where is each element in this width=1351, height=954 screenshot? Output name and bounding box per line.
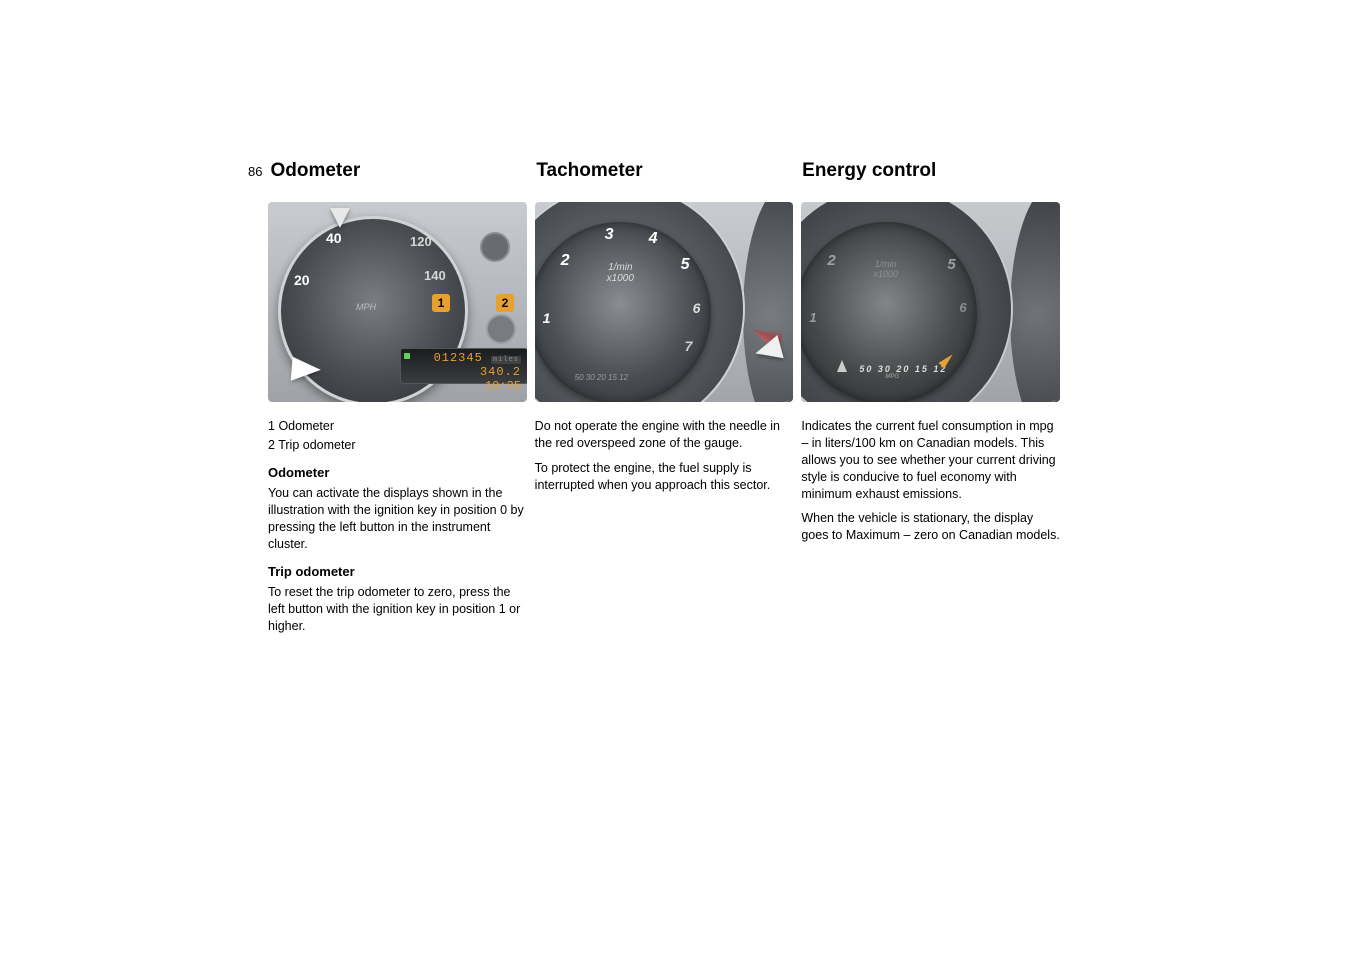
tach-4: 4 xyxy=(649,230,658,248)
page-content: 86 Odometer Tachometer Energy control 20… xyxy=(248,160,1068,643)
energy-text: Indicates the current fuel consumption i… xyxy=(801,418,1060,643)
economy-scale: 50 30 20 15 12 MPG xyxy=(837,342,957,380)
pointer-arrow-icon xyxy=(330,208,350,228)
header-row: 86 Odometer Tachometer Energy control xyxy=(248,160,1068,182)
speed-120: 120 xyxy=(410,234,432,249)
text-row: 1 Odometer 2 Trip odometer Odometer You … xyxy=(268,418,1068,643)
tachometer-text: Do not operate the engine with the needl… xyxy=(535,418,794,643)
energy-2: 2 xyxy=(827,252,835,269)
mpg-label: MPG xyxy=(885,374,899,380)
tach-1: 1 xyxy=(543,310,551,326)
paragraph: To reset the trip odometer to zero, pres… xyxy=(268,584,527,635)
energy-1: 1 xyxy=(809,310,816,325)
image-code: MV01450CMA xyxy=(519,400,525,402)
list-text: Odometer xyxy=(278,419,334,433)
lcd-display: 012345 miles 340.2 10:35 xyxy=(400,348,527,384)
lcd-time: 10:35 xyxy=(407,379,521,393)
mpg-scale: 50 30 20 15 12 xyxy=(859,364,947,374)
list-num: 2 xyxy=(268,438,275,452)
list-item: 2 Trip odometer xyxy=(268,437,527,454)
energy-6: 6 xyxy=(959,300,966,315)
tach-mpg-scale: 50 30 20 15 12 xyxy=(575,373,628,382)
title-tachometer: Tachometer xyxy=(536,160,642,181)
list-text: Trip odometer xyxy=(278,438,355,452)
odometer-text: 1 Odometer 2 Trip odometer Odometer You … xyxy=(268,418,527,643)
col-title-tachometer: Tachometer xyxy=(536,160,800,182)
tachometer-gauge: 1 2 3 4 5 6 7 1/min x1000 50 30 20 15 12… xyxy=(535,202,794,402)
list-num: 1 xyxy=(268,419,275,433)
gauge-row: 20 40 120 140 MPH 1 2 012345 miles 340.2… xyxy=(268,202,1068,402)
paragraph: When the vehicle is stationary, the disp… xyxy=(801,510,1060,544)
paragraph: Indicates the current fuel consumption i… xyxy=(801,418,1060,502)
col-title-odometer: Odometer xyxy=(270,160,534,182)
tach-3: 3 xyxy=(605,226,614,244)
lcd-miles-label: miles xyxy=(491,356,521,364)
indicator-icon xyxy=(486,314,516,344)
odometer-gauge: 20 40 120 140 MPH 1 2 012345 miles 340.2… xyxy=(268,202,527,402)
tach-6: 6 xyxy=(693,300,701,316)
mph-label: MPH xyxy=(356,302,376,312)
title-odometer: Odometer xyxy=(270,160,360,181)
tach-unit: 1/min x1000 xyxy=(607,262,634,284)
speed-140: 140 xyxy=(424,268,446,283)
lcd-odometer: 012345 xyxy=(434,351,483,365)
lcd-indicator-icon xyxy=(404,353,410,359)
paragraph: Do not operate the engine with the needl… xyxy=(535,418,794,452)
lcd-trip: 340.2 xyxy=(480,365,521,379)
energy-gauge: 1 2 5 6 1/min x1000 50 30 20 15 12 MPG M… xyxy=(801,202,1060,402)
callout-2: 2 xyxy=(496,294,514,312)
speed-40: 40 xyxy=(326,230,342,246)
subhead-trip: Trip odometer xyxy=(268,563,527,581)
subhead-odometer: Odometer xyxy=(268,464,527,482)
fuel-icon xyxy=(837,360,847,372)
energy-5: 5 xyxy=(947,256,955,273)
image-code: MV02169CMA xyxy=(785,400,791,402)
warning-icon xyxy=(480,232,510,262)
title-energy: Energy control xyxy=(802,160,936,181)
tach-7: 7 xyxy=(685,338,693,354)
speed-20: 20 xyxy=(294,272,310,288)
energy-unit: 1/min x1000 xyxy=(873,260,898,280)
tach-2: 2 xyxy=(561,252,570,270)
page-number: 86 xyxy=(248,160,262,182)
tach-5: 5 xyxy=(681,256,690,274)
paragraph: To protect the engine, the fuel supply i… xyxy=(535,460,794,494)
col-title-energy: Energy control xyxy=(802,160,1066,182)
image-code: MV02119CMA xyxy=(1052,400,1058,402)
callout-1: 1 xyxy=(432,294,450,312)
list-item: 1 Odometer xyxy=(268,418,527,435)
paragraph: You can activate the displays shown in t… xyxy=(268,485,527,553)
